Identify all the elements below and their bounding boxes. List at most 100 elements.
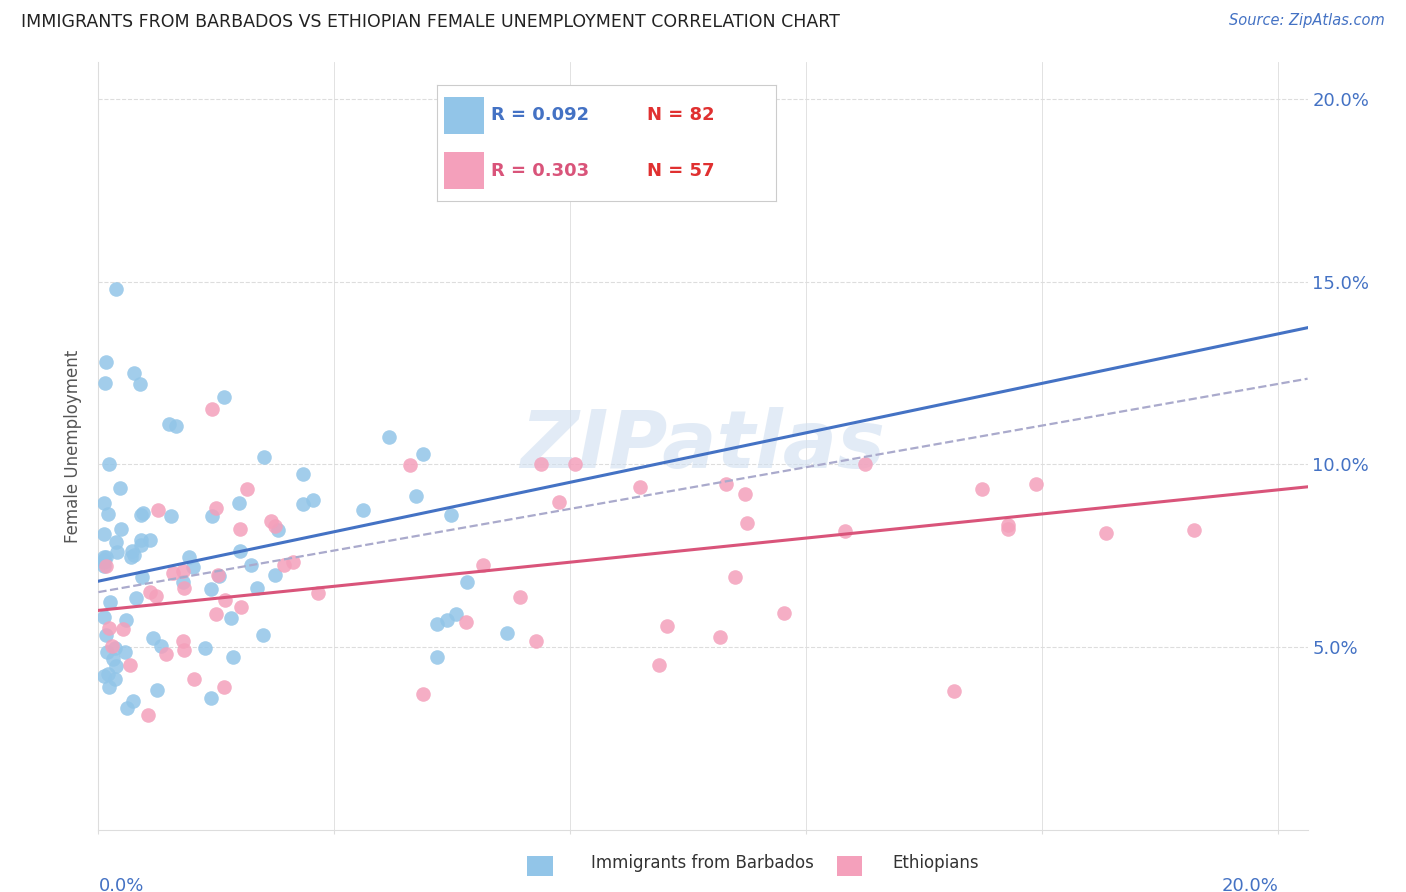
- Point: [530, 457, 553, 471]
- Point: [564, 457, 586, 471]
- Point: [307, 586, 329, 600]
- Point: [104, 641, 127, 656]
- Point: [100, 639, 122, 653]
- Point: [142, 631, 165, 645]
- Point: [221, 650, 243, 665]
- Point: [205, 607, 228, 622]
- Point: [97, 667, 120, 681]
- Point: [252, 628, 274, 642]
- Point: [101, 651, 124, 665]
- Point: [93, 553, 115, 567]
- Point: [291, 497, 314, 511]
- Point: [997, 517, 1019, 532]
- Point: [93, 376, 115, 390]
- Point: [229, 522, 252, 536]
- Point: [709, 630, 731, 644]
- Point: [104, 535, 127, 549]
- Point: [93, 609, 115, 624]
- Point: [93, 496, 115, 510]
- Point: [207, 568, 229, 582]
- Point: [214, 592, 236, 607]
- Point: [496, 626, 519, 640]
- Point: [405, 489, 427, 503]
- Point: [398, 458, 420, 472]
- Point: [436, 613, 458, 627]
- Point: [260, 514, 283, 528]
- Point: [440, 508, 463, 523]
- Point: [444, 607, 467, 622]
- Point: [292, 467, 315, 482]
- Point: [352, 503, 374, 517]
- Point: [139, 584, 162, 599]
- Point: [149, 639, 172, 653]
- Point: [231, 599, 253, 614]
- Point: [970, 482, 993, 496]
- Point: [524, 634, 547, 648]
- Point: [273, 558, 295, 573]
- Point: [93, 669, 115, 683]
- Point: [104, 673, 127, 687]
- Point: [96, 549, 118, 564]
- Point: [105, 659, 128, 673]
- Point: [173, 642, 195, 657]
- Point: [93, 550, 115, 565]
- Point: [471, 558, 494, 572]
- Point: [200, 582, 222, 596]
- Point: [114, 613, 136, 627]
- Text: IMMIGRANTS FROM BARBADOS VS ETHIOPIAN FEMALE UNEMPLOYMENT CORRELATION CHART: IMMIGRANTS FROM BARBADOS VS ETHIOPIAN FE…: [21, 13, 839, 31]
- Point: [204, 500, 226, 515]
- Point: [181, 559, 204, 574]
- Point: [96, 355, 118, 369]
- Point: [1025, 476, 1047, 491]
- Point: [264, 519, 287, 533]
- Point: [155, 647, 177, 661]
- Point: [412, 687, 434, 701]
- Point: [201, 509, 224, 524]
- Point: [131, 508, 153, 523]
- Point: [94, 628, 117, 642]
- Point: [173, 581, 195, 595]
- Text: Immigrants from Barbados: Immigrants from Barbados: [591, 855, 814, 872]
- Point: [283, 555, 305, 569]
- Point: [131, 506, 153, 520]
- Point: [648, 658, 671, 673]
- Point: [426, 650, 449, 665]
- Point: [97, 457, 120, 471]
- Point: [267, 523, 290, 537]
- Point: [93, 526, 115, 541]
- Point: [772, 606, 794, 620]
- Point: [724, 570, 747, 584]
- Point: [131, 570, 153, 584]
- Point: [212, 680, 235, 694]
- Point: [734, 487, 756, 501]
- Point: [228, 496, 250, 510]
- Point: [145, 589, 167, 603]
- Point: [1182, 523, 1205, 537]
- Point: [240, 558, 263, 573]
- Point: [122, 548, 145, 562]
- Point: [378, 430, 401, 444]
- Point: [111, 623, 134, 637]
- Point: [129, 533, 152, 548]
- Point: [1094, 525, 1116, 540]
- Point: [105, 282, 128, 296]
- Point: [456, 615, 478, 629]
- Point: [236, 483, 259, 497]
- Point: [120, 549, 142, 564]
- Point: [200, 691, 222, 706]
- Point: [183, 672, 205, 686]
- Point: [136, 707, 159, 722]
- Point: [172, 574, 194, 589]
- Point: [177, 549, 200, 564]
- Point: [98, 621, 121, 635]
- Point: [253, 450, 276, 465]
- Point: [302, 493, 325, 508]
- Point: [194, 640, 217, 655]
- Point: [105, 545, 128, 559]
- Point: [853, 457, 876, 471]
- Text: Ethiopians: Ethiopians: [893, 855, 980, 872]
- Point: [246, 582, 269, 596]
- Point: [125, 591, 148, 606]
- Point: [162, 566, 184, 581]
- Point: [93, 558, 115, 573]
